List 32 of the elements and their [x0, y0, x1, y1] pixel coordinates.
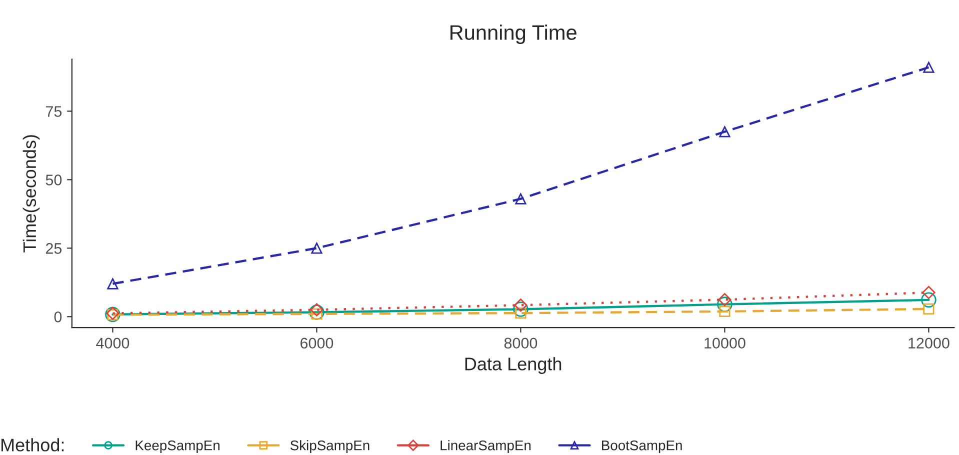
y-tick-label: 50 — [46, 174, 62, 186]
point — [514, 298, 528, 312]
y-axis-title: Time(seconds) — [22, 135, 40, 252]
legend-title: Method: — [1, 438, 64, 452]
chart-title: Running Time — [450, 24, 576, 44]
y-tick-label: 0 — [54, 312, 62, 322]
point — [515, 193, 526, 204]
point — [719, 126, 730, 138]
x-tick-label: 6000 — [300, 338, 334, 349]
point — [719, 306, 730, 317]
legend-label: BootSampEn — [602, 440, 682, 454]
point — [513, 302, 528, 317]
point — [923, 62, 934, 73]
y-tick-label: 75 — [46, 106, 62, 117]
x-tick-label: 4000 — [96, 338, 130, 349]
x-tick-label: 8000 — [504, 338, 538, 349]
y-tick-label: 25 — [46, 243, 62, 254]
legend-label: LinearSampEn — [440, 440, 531, 454]
point — [718, 293, 732, 306]
point — [309, 304, 324, 320]
point — [922, 286, 936, 300]
x-axis-title: Data Length — [465, 357, 562, 374]
point — [923, 303, 934, 315]
point — [921, 292, 936, 308]
point — [717, 296, 732, 312]
legend-label: KeepSampEn — [136, 440, 220, 454]
point — [107, 278, 118, 290]
legend-label: SkipSampEn — [290, 440, 370, 454]
x-tick-label: 12000 — [908, 338, 950, 349]
x-tick-label: 10000 — [704, 338, 746, 349]
point — [310, 303, 324, 316]
point — [311, 242, 322, 254]
